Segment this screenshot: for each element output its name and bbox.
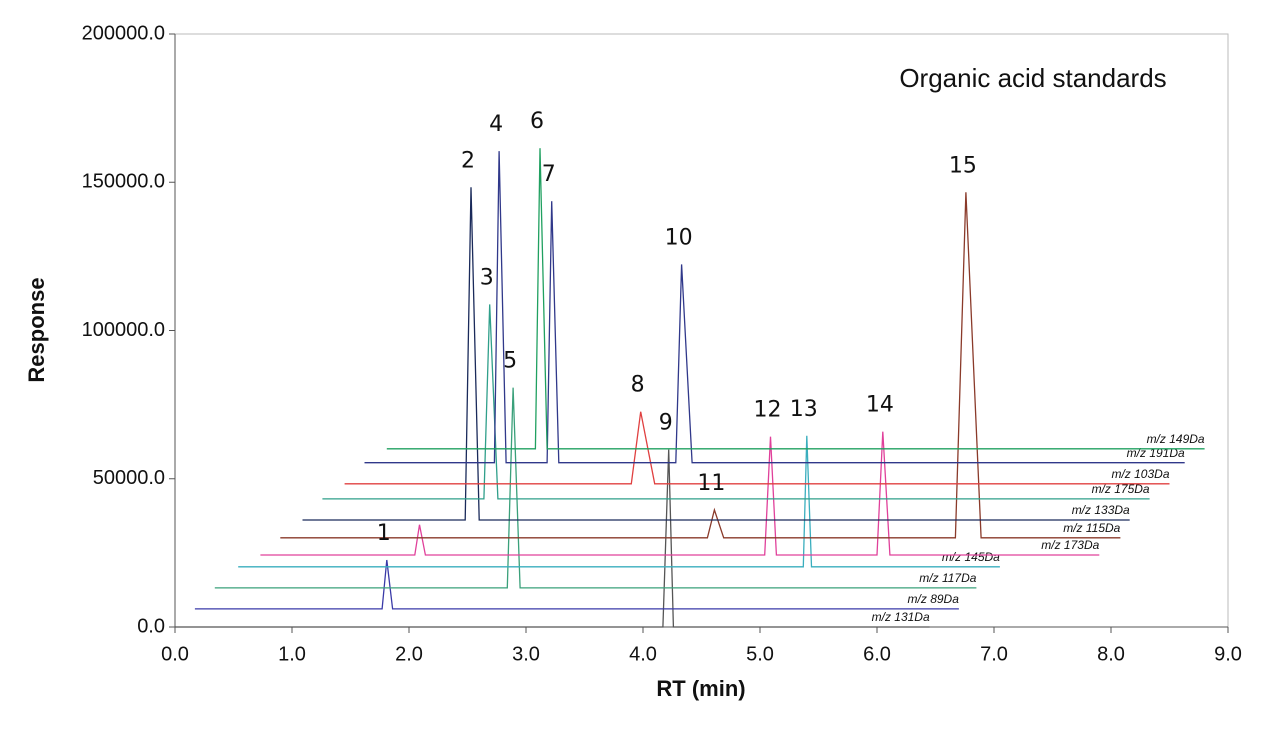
- x-tick-label: 1.0: [278, 643, 306, 665]
- y-tick-label: 0.0: [137, 615, 165, 637]
- series-name: m/z 149Da: [1147, 432, 1205, 446]
- peak-label: 12: [754, 398, 782, 423]
- y-tick-label: 100000.0: [82, 319, 165, 341]
- x-tick-label: 0.0: [161, 643, 189, 665]
- x-tick-label: 9.0: [1214, 643, 1242, 665]
- peak-label: 11: [697, 471, 725, 496]
- peak-label: 7: [542, 162, 556, 187]
- x-axis-title: RT (min): [656, 676, 745, 701]
- series-name: m/z 175Da: [1092, 482, 1150, 496]
- trace: [386, 148, 1205, 450]
- trace: [364, 151, 1185, 464]
- x-tick-label: 8.0: [1097, 643, 1125, 665]
- x-tick-label: 2.0: [395, 643, 423, 665]
- trace: [214, 387, 977, 589]
- x-tick-label: 6.0: [863, 643, 891, 665]
- chart-title: Organic acid standards: [899, 63, 1166, 93]
- peak-label: 6: [530, 109, 544, 134]
- peak-label: 3: [480, 265, 494, 290]
- x-tick-label: 3.0: [512, 643, 540, 665]
- peak-label: 2: [461, 148, 475, 173]
- y-tick-label: 150000.0: [82, 171, 165, 193]
- trace: [322, 304, 1150, 500]
- y-tick-label: 50000.0: [93, 467, 165, 489]
- trace: [344, 411, 1170, 485]
- series-name: m/z 145Da: [942, 550, 1000, 564]
- peak-label: 14: [866, 393, 894, 418]
- peak-label: 5: [503, 349, 517, 374]
- peak-label: 10: [665, 225, 693, 250]
- peak-label: 4: [489, 112, 503, 137]
- trace: [238, 435, 1000, 568]
- x-tick-label: 5.0: [746, 643, 774, 665]
- series-name: m/z 131Da: [872, 610, 930, 624]
- peak-label: 9: [659, 411, 673, 436]
- x-tick-label: 4.0: [629, 643, 657, 665]
- series-name: m/z 115Da: [1063, 521, 1120, 535]
- peak-label: 13: [790, 397, 818, 422]
- y-tick-label: 200000.0: [82, 22, 165, 44]
- series-name: m/z 89Da: [908, 592, 960, 606]
- peak-label: 15: [949, 153, 977, 178]
- trace: [260, 431, 1100, 556]
- x-tick-label: 7.0: [980, 643, 1008, 665]
- y-axis-title: Response: [24, 277, 49, 382]
- series-name: m/z 191Da: [1127, 446, 1185, 460]
- trace: [302, 187, 1130, 521]
- trace: [280, 192, 1121, 539]
- peak-label: 1: [377, 521, 391, 546]
- trace: [194, 559, 959, 610]
- series-name: m/z 173Da: [1041, 538, 1099, 552]
- series-name: m/z 117Da: [919, 571, 976, 585]
- series-name: m/z 103Da: [1111, 467, 1169, 481]
- peak-label: 8: [631, 373, 645, 398]
- series-name: m/z 133Da: [1072, 503, 1130, 517]
- trace: [175, 449, 930, 628]
